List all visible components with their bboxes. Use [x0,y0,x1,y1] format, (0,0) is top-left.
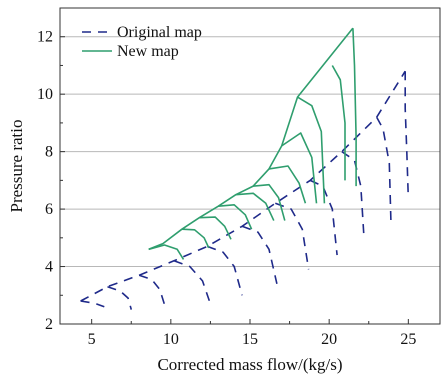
x-axis-label: Corrected mass flow/(kg/s) [157,355,342,374]
x-tick-label-15: 15 [242,331,258,348]
x-tick-label-5: 5 [88,331,96,348]
tick-layer: 2 4 6 8 10 12 5 10 15 20 25 [37,29,416,348]
y-tick-label-2: 2 [45,316,53,333]
x-tick-label-25: 25 [400,331,416,348]
original-map-speed-line-6 [241,225,278,284]
original-map-speed-line-3 [138,274,167,310]
original-map-speed-line-4 [173,260,212,305]
legend-label-new-map: New map [117,43,179,60]
y-axis-label: Pressure ratio [7,119,26,212]
original-map-speed-line-7 [275,202,310,270]
y-tick-label-6: 6 [45,201,53,218]
original-map-speed-line-8 [309,179,338,256]
original-map-speed-line-2 [107,285,133,310]
new-map-speed-line-10 [331,65,346,181]
y-tick-label-4: 4 [45,259,53,276]
new-map-speed-line-11 [352,28,357,187]
grid-layer [60,36,440,268]
new-map-speed-line-5 [235,192,275,221]
new-map-speed-line-2 [181,228,210,249]
original-map-speed-line-1 [80,300,105,308]
original-map-speed-line-9 [341,150,365,238]
series-layer [80,27,410,310]
original-map-speed-line-10 [375,116,392,221]
legend: Original map New map [82,24,202,60]
plot-background [60,8,440,324]
new-map-speed-line-4 [218,204,253,230]
new-map-speed-line-3 [199,216,232,240]
new-map-speed-line-6 [253,183,286,221]
y-tick-label-12: 12 [37,29,53,46]
new-map-speed-line-1 [148,244,185,260]
x-tick-label-20: 20 [321,331,337,348]
new-map-speed-line-7 [268,165,307,204]
new-map-speed-line-9 [297,96,326,204]
original-map-speed-line-11 [404,71,410,198]
x-tick-label-10: 10 [163,331,179,348]
original-map-speed-line-5 [207,245,243,296]
y-tick-label-8: 8 [45,144,53,161]
y-tick-label-10: 10 [37,86,53,103]
legend-label-original-map: Original map [117,24,202,41]
new-map-speed-line-8 [281,132,318,204]
